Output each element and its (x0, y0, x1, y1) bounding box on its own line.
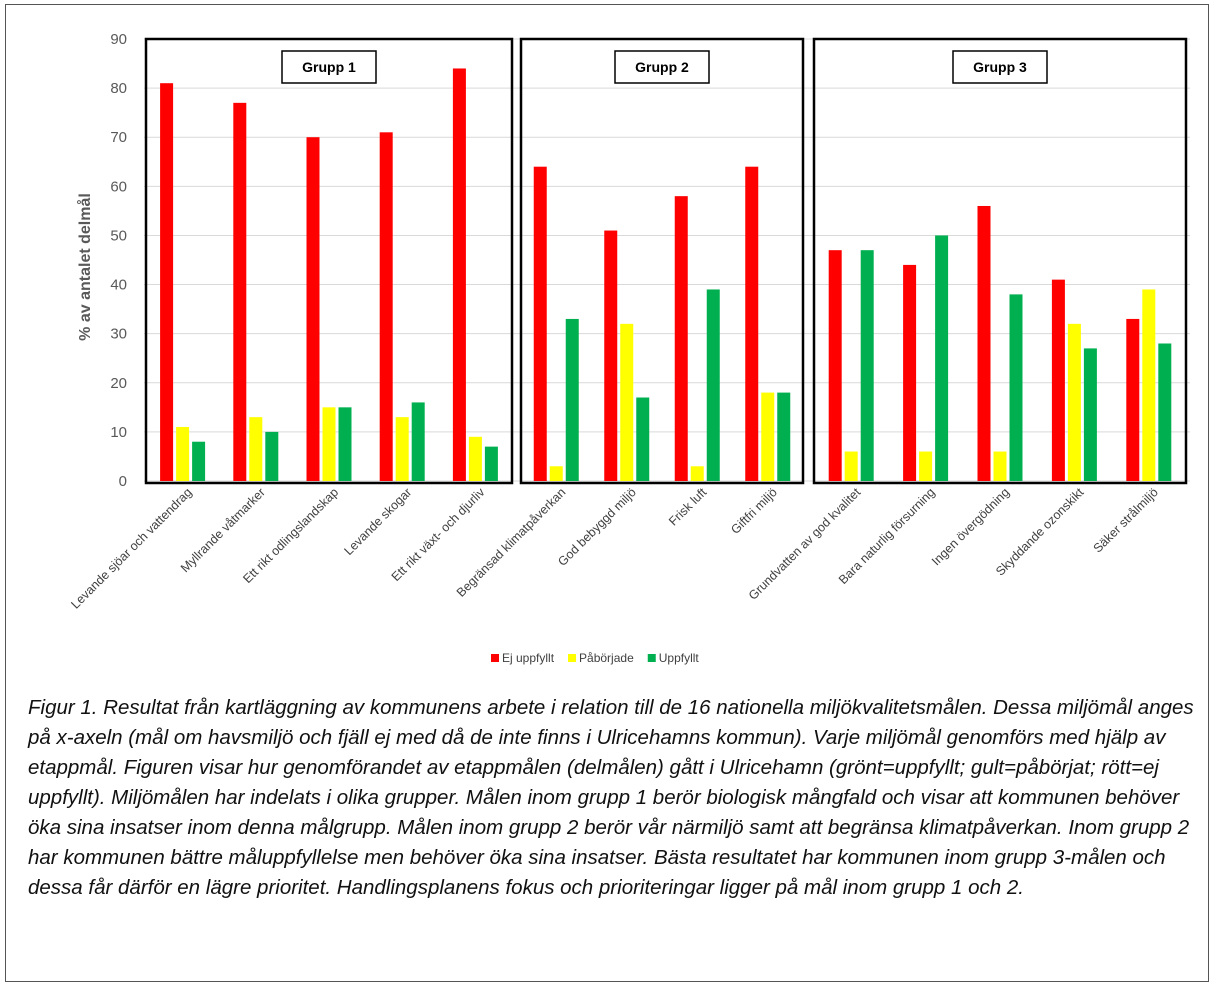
bar-paborjade (249, 417, 263, 481)
bar-paborjade (761, 392, 775, 481)
category-label: Levande sjöar och vattendrag (68, 485, 194, 611)
bar-paborjade (549, 466, 563, 481)
bar-uppfyllt (484, 446, 498, 481)
bar-paborjade (919, 451, 933, 481)
y-axis-ticks: 0 10 20 30 40 50 60 70 80 90 (110, 31, 127, 490)
group-label-box (952, 50, 1048, 84)
group-box (144, 37, 514, 485)
y-tick-label: 60 (110, 178, 127, 195)
bar-ej-uppfyllt (452, 68, 466, 481)
bar-paborjade (176, 426, 190, 481)
legend-label: Ej uppfyllt (502, 651, 555, 665)
bar-ej-uppfyllt (604, 230, 618, 481)
y-tick-label: 10 (110, 424, 127, 441)
bar-uppfyllt (1158, 343, 1172, 481)
bar-uppfyllt (1083, 348, 1097, 481)
y-tick-label: 70 (110, 129, 127, 146)
legend-swatch (647, 654, 656, 662)
bar-paborjade (1067, 323, 1081, 481)
group-label: Grupp 3 (973, 59, 1027, 75)
figure-caption: Figur 1. Resultat från kartläggning av k… (28, 696, 1194, 899)
group-label: Grupp 2 (635, 59, 689, 75)
group-box (812, 37, 1188, 485)
bar-ej-uppfyllt (233, 102, 247, 481)
bar-paborjade (690, 466, 704, 481)
group-boxes: Grupp 1 Grupp 2 Grupp 3 (144, 37, 1188, 485)
category-label: Levande skogar (342, 485, 415, 558)
bar-paborjade (993, 451, 1007, 481)
y-tick-label: 20 (110, 375, 127, 392)
bar-ej-uppfyllt (306, 137, 320, 481)
y-tick-label: 90 (110, 31, 127, 48)
y-tick-label: 0 (119, 473, 127, 490)
bar-uppfyllt (192, 441, 206, 481)
bar-paborjade (620, 323, 634, 481)
group-label-box (281, 50, 377, 84)
bar-ej-uppfyllt (745, 166, 759, 481)
bar-paborjade (395, 417, 409, 481)
bar-uppfyllt (636, 397, 650, 481)
bar-uppfyllt (935, 235, 949, 481)
bar-uppfyllt (265, 431, 279, 481)
y-tick-label: 50 (110, 227, 127, 244)
bar-ej-uppfyllt (1126, 318, 1140, 481)
group-label-box (614, 50, 710, 84)
category-label: God bebyggd miljö (555, 485, 639, 569)
bar-uppfyllt (706, 289, 720, 481)
bar-ej-uppfyllt (379, 132, 393, 482)
bar-ej-uppfyllt (977, 205, 991, 481)
y-axis-label: % av antalet delmål (76, 193, 94, 341)
category-label: Säker strålmiljö (1091, 485, 1161, 555)
y-tick-label: 40 (110, 277, 127, 294)
bar-uppfyllt (338, 407, 352, 481)
bar-ej-uppfyllt (828, 250, 842, 481)
category-label: Giftfri miljö (728, 485, 780, 537)
bar-paborjade (468, 436, 482, 481)
bar-paborjade (1142, 289, 1156, 481)
legend-label: Påbörjade (579, 651, 634, 665)
group-label: Grupp 1 (302, 59, 356, 75)
category-label: Ingen övergödning (929, 485, 1012, 568)
bar-uppfyllt (565, 318, 579, 481)
bars (160, 68, 1172, 482)
bar-uppfyllt (777, 392, 791, 481)
y-tick-label: 30 (110, 326, 127, 343)
group-box (519, 37, 805, 485)
bar-uppfyllt (860, 250, 874, 481)
bar-uppfyllt (1009, 294, 1023, 481)
category-label: Frisk luft (666, 485, 710, 529)
bar-ej-uppfyllt (1051, 279, 1065, 481)
bar-ej-uppfyllt (674, 196, 688, 481)
bar-paborjade (844, 451, 858, 481)
bar-paborjade (322, 407, 336, 481)
bar-ej-uppfyllt (160, 83, 174, 481)
legend-swatch (491, 654, 499, 662)
bar-uppfyllt (411, 402, 425, 481)
legend-label: Uppfyllt (659, 651, 700, 665)
gridlines (144, 38, 1190, 482)
bar-ej-uppfyllt (533, 166, 547, 481)
y-tick-label: 80 (110, 80, 127, 97)
bar-ej-uppfyllt (903, 264, 917, 481)
legend: Ej uppfyllt Påbörjade Uppfyllt (491, 651, 699, 665)
figure-frame: 0 10 20 30 40 50 60 70 80 90 % av antalet delmål … (5, 4, 1209, 982)
legend-swatch (568, 654, 577, 662)
